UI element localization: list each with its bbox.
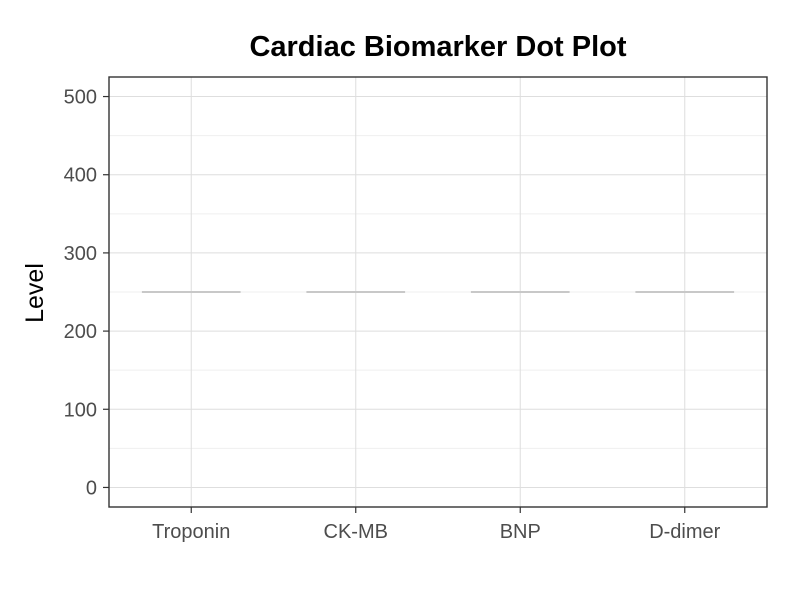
x-tick-label: CK-MB [324,521,388,543]
y-axis-title: Level [21,263,49,323]
y-tick-label: 300 [64,243,97,265]
y-tick-label: 200 [64,321,97,343]
y-tick-label: 400 [64,165,97,187]
plot-panel-border [108,76,768,508]
y-tick-label: 0 [86,477,97,499]
x-tick-label: Troponin [152,521,230,543]
x-tick-label: D-dimer [649,521,720,543]
chart-title: Cardiac Biomarker Dot Plot [249,31,626,63]
y-tick-label: 100 [64,399,97,421]
axes: 0 100 200 300 400 500 Troponin CK-MB BNP D-dimer [64,87,721,543]
x-tick-label: BNP [500,521,541,543]
y-tick-label: 500 [64,87,97,109]
